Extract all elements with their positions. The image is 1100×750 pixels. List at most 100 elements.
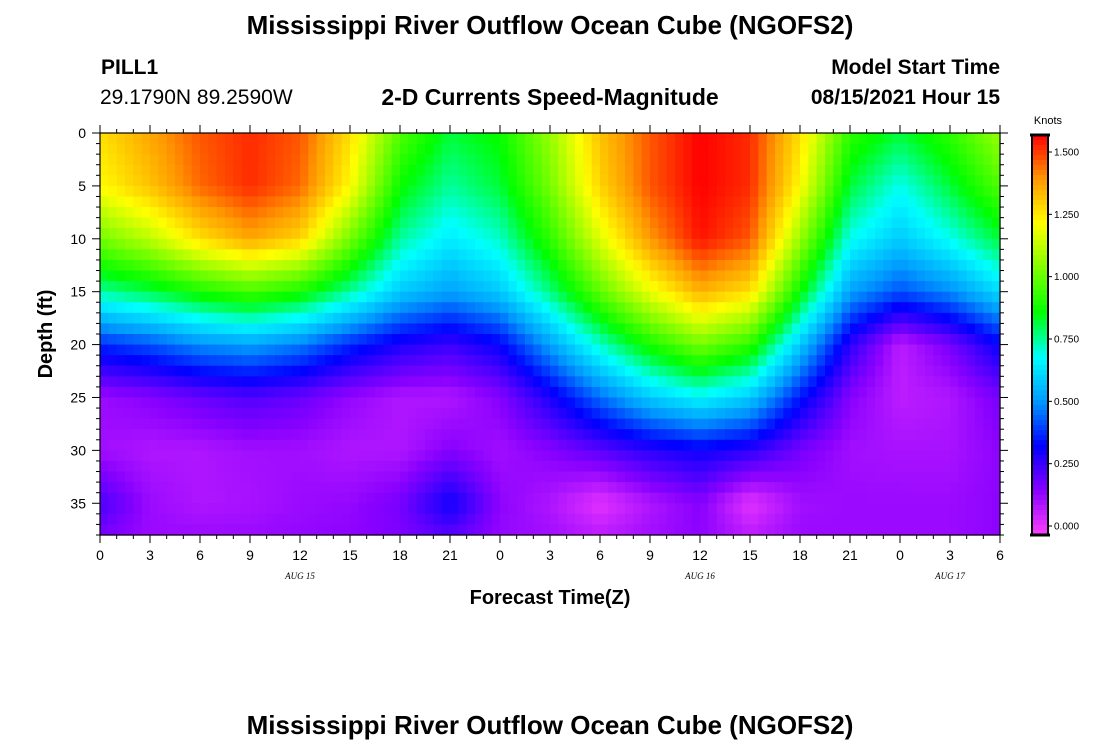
heatmap-cell: [825, 228, 834, 240]
heatmap-cell: [250, 270, 259, 282]
heatmap-cell: [125, 259, 134, 272]
heatmap-cell: [941, 397, 951, 409]
heatmap-cell: [958, 249, 968, 261]
heatmap-cell: [408, 492, 418, 504]
heatmap-cell: [675, 334, 684, 346]
heatmap-cell: [308, 196, 318, 208]
heatmap-cell: [350, 376, 359, 388]
heatmap-cell: [950, 397, 959, 409]
heatmap-cell: [650, 482, 659, 494]
heatmap-cell: [841, 259, 851, 272]
heatmap-cell: [925, 238, 934, 250]
heatmap-cell: [291, 207, 301, 219]
heatmap-cell: [875, 270, 884, 282]
heatmap-cell: [816, 482, 826, 494]
heatmap-cell: [475, 228, 484, 240]
heatmap-cell: [900, 175, 909, 187]
heatmap-cell: [833, 513, 843, 526]
heatmap-cell: [700, 450, 709, 462]
heatmap-cell: [158, 312, 168, 325]
heatmap-cell: [675, 323, 684, 335]
heatmap-cell: [450, 386, 459, 399]
heatmap-cell: [591, 503, 601, 515]
heatmap-cell: [575, 175, 584, 187]
heatmap-cell: [225, 503, 234, 515]
heatmap-cell: [200, 217, 209, 229]
heatmap-cell: [633, 175, 643, 187]
heatmap-cell: [608, 471, 618, 483]
heatmap-cell: [658, 164, 668, 176]
heatmap-cell: [550, 196, 559, 208]
heatmap-cell: [433, 376, 443, 388]
heatmap-cell: [275, 249, 284, 261]
heatmap-cell: [983, 355, 993, 367]
heatmap-cell: [608, 355, 618, 367]
heatmap-cell: [725, 376, 734, 388]
heatmap-cell: [150, 524, 159, 536]
heatmap-cell: [600, 291, 609, 303]
heatmap-cell: [258, 397, 268, 409]
heatmap-cell: [466, 133, 476, 145]
heatmap-cell: [141, 513, 151, 526]
heatmap-cell: [441, 133, 451, 145]
heatmap-cell: [441, 513, 451, 526]
heatmap-cell: [791, 143, 801, 155]
heatmap-cell: [200, 450, 209, 462]
heatmap-cell: [183, 281, 193, 293]
heatmap-cell: [558, 175, 568, 187]
colorbar-segment: [1032, 460, 1048, 466]
heatmap-cell: [958, 503, 968, 515]
heatmap-cell: [583, 450, 593, 462]
heatmap-cell: [483, 344, 493, 356]
heatmap-cell: [983, 291, 993, 303]
heatmap-cell: [550, 228, 559, 240]
heatmap-cell: [441, 323, 451, 335]
heatmap-cell: [783, 429, 793, 441]
heatmap-cell: [741, 133, 751, 145]
heatmap-cell: [533, 418, 543, 430]
heatmap-cell: [900, 408, 909, 420]
heatmap-cell: [666, 154, 676, 166]
heatmap-cell: [183, 503, 193, 515]
heatmap-cell: [233, 259, 243, 272]
heatmap-cell: [925, 471, 934, 483]
heatmap-cell: [183, 217, 193, 229]
heatmap-cell: [800, 397, 809, 409]
heatmap-cell: [908, 513, 918, 526]
heatmap-cell: [625, 397, 634, 409]
heatmap-cell: [483, 429, 493, 441]
heatmap-cell: [308, 492, 318, 504]
heatmap-cell: [408, 397, 418, 409]
heatmap-cell: [775, 302, 784, 314]
heatmap-cell: [325, 344, 334, 356]
heatmap-cell: [525, 503, 534, 515]
heatmap-cell: [208, 207, 218, 219]
heatmap-cell: [475, 355, 484, 367]
heatmap-cell: [241, 238, 251, 250]
heatmap-cell: [400, 270, 409, 282]
heatmap-cell: [433, 185, 443, 198]
heatmap-cell: [516, 217, 526, 229]
heatmap-cell: [150, 334, 159, 346]
heatmap-cell: [800, 196, 809, 208]
heatmap-cell: [908, 249, 918, 261]
heatmap-cell: [108, 355, 118, 367]
heatmap-cell: [533, 217, 543, 229]
heatmap-cell: [158, 281, 168, 293]
heatmap-cell: [841, 196, 851, 208]
heatmap-cell: [933, 312, 943, 325]
heatmap-cell: [766, 164, 776, 176]
heatmap-cell: [525, 439, 534, 451]
heatmap-cell: [508, 460, 518, 473]
heatmap-cell: [333, 196, 343, 208]
heatmap-cell: [933, 175, 943, 187]
heatmap-cell: [716, 344, 726, 356]
heatmap-cell: [541, 164, 551, 176]
heatmap-cell: [141, 355, 151, 367]
x-tick-label: 6: [196, 547, 204, 563]
heatmap-cell: [733, 175, 743, 187]
heatmap-cell: [325, 334, 334, 346]
heatmap-cell: [425, 334, 434, 346]
heatmap-cell: [741, 376, 751, 388]
heatmap-cell: [608, 291, 618, 303]
